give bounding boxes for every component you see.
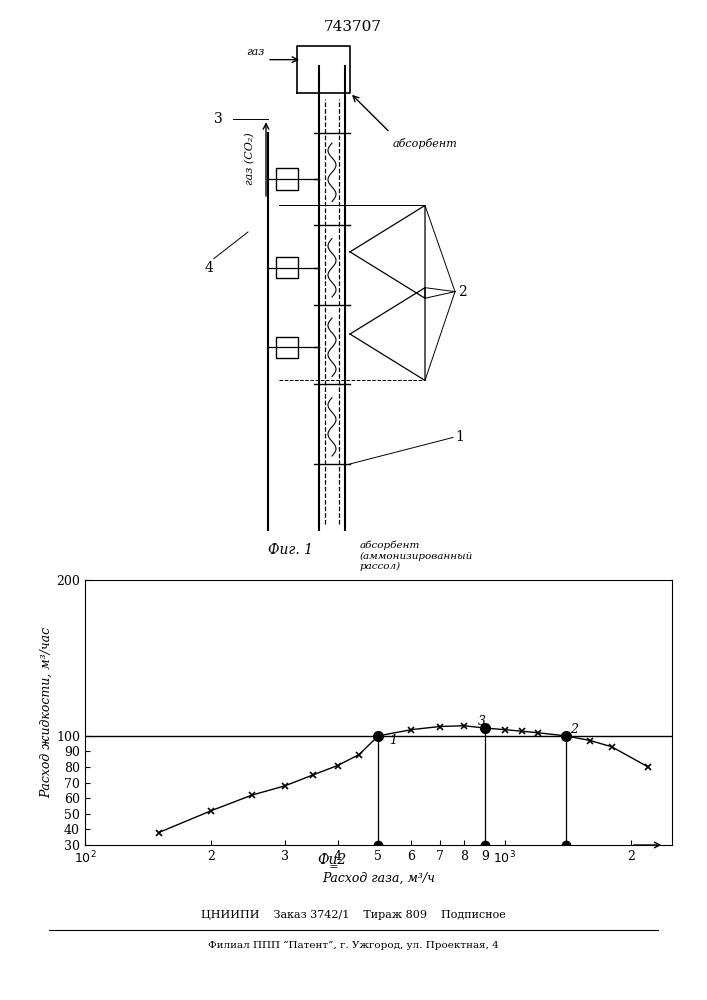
Text: газ (CO₂): газ (CO₂) [245, 133, 255, 185]
Text: абсорбент
(аммонизированный
рассол): абсорбент (аммонизированный рассол) [360, 541, 473, 571]
Y-axis label: Расход жидкости, м³/час: Расход жидкости, м³/час [40, 627, 53, 798]
Text: 2: 2 [458, 285, 467, 299]
Text: 3: 3 [214, 112, 223, 126]
Text: 2: 2 [570, 723, 578, 736]
Text: Фиг. 1: Фиг. 1 [267, 543, 312, 557]
Text: Филиал ППП “Патент”, г. Ужгород, ул. Проектная, 4: Филиал ППП “Патент”, г. Ужгород, ул. Про… [208, 940, 499, 950]
Text: абсорбент: абсорбент [393, 138, 457, 149]
Bar [276, 257, 298, 278]
X-axis label: Расход газа, м³/ч: Расход газа, м³/ч [322, 872, 435, 885]
Text: 3: 3 [478, 715, 486, 728]
Text: 743707: 743707 [324, 20, 382, 34]
Text: Фи̳2: Фи̳2 [317, 852, 347, 867]
Bar [276, 168, 298, 190]
Text: 1: 1 [389, 734, 397, 747]
Text: ЦНИИПИ    Заказ 3742/1    Тираж 809    Подписное: ЦНИИПИ Заказ 3742/1 Тираж 809 Подписное [201, 910, 506, 920]
Text: 4: 4 [204, 261, 213, 275]
Text: 1: 1 [455, 430, 464, 444]
Text: газ: газ [247, 47, 265, 57]
Bar [276, 337, 298, 358]
